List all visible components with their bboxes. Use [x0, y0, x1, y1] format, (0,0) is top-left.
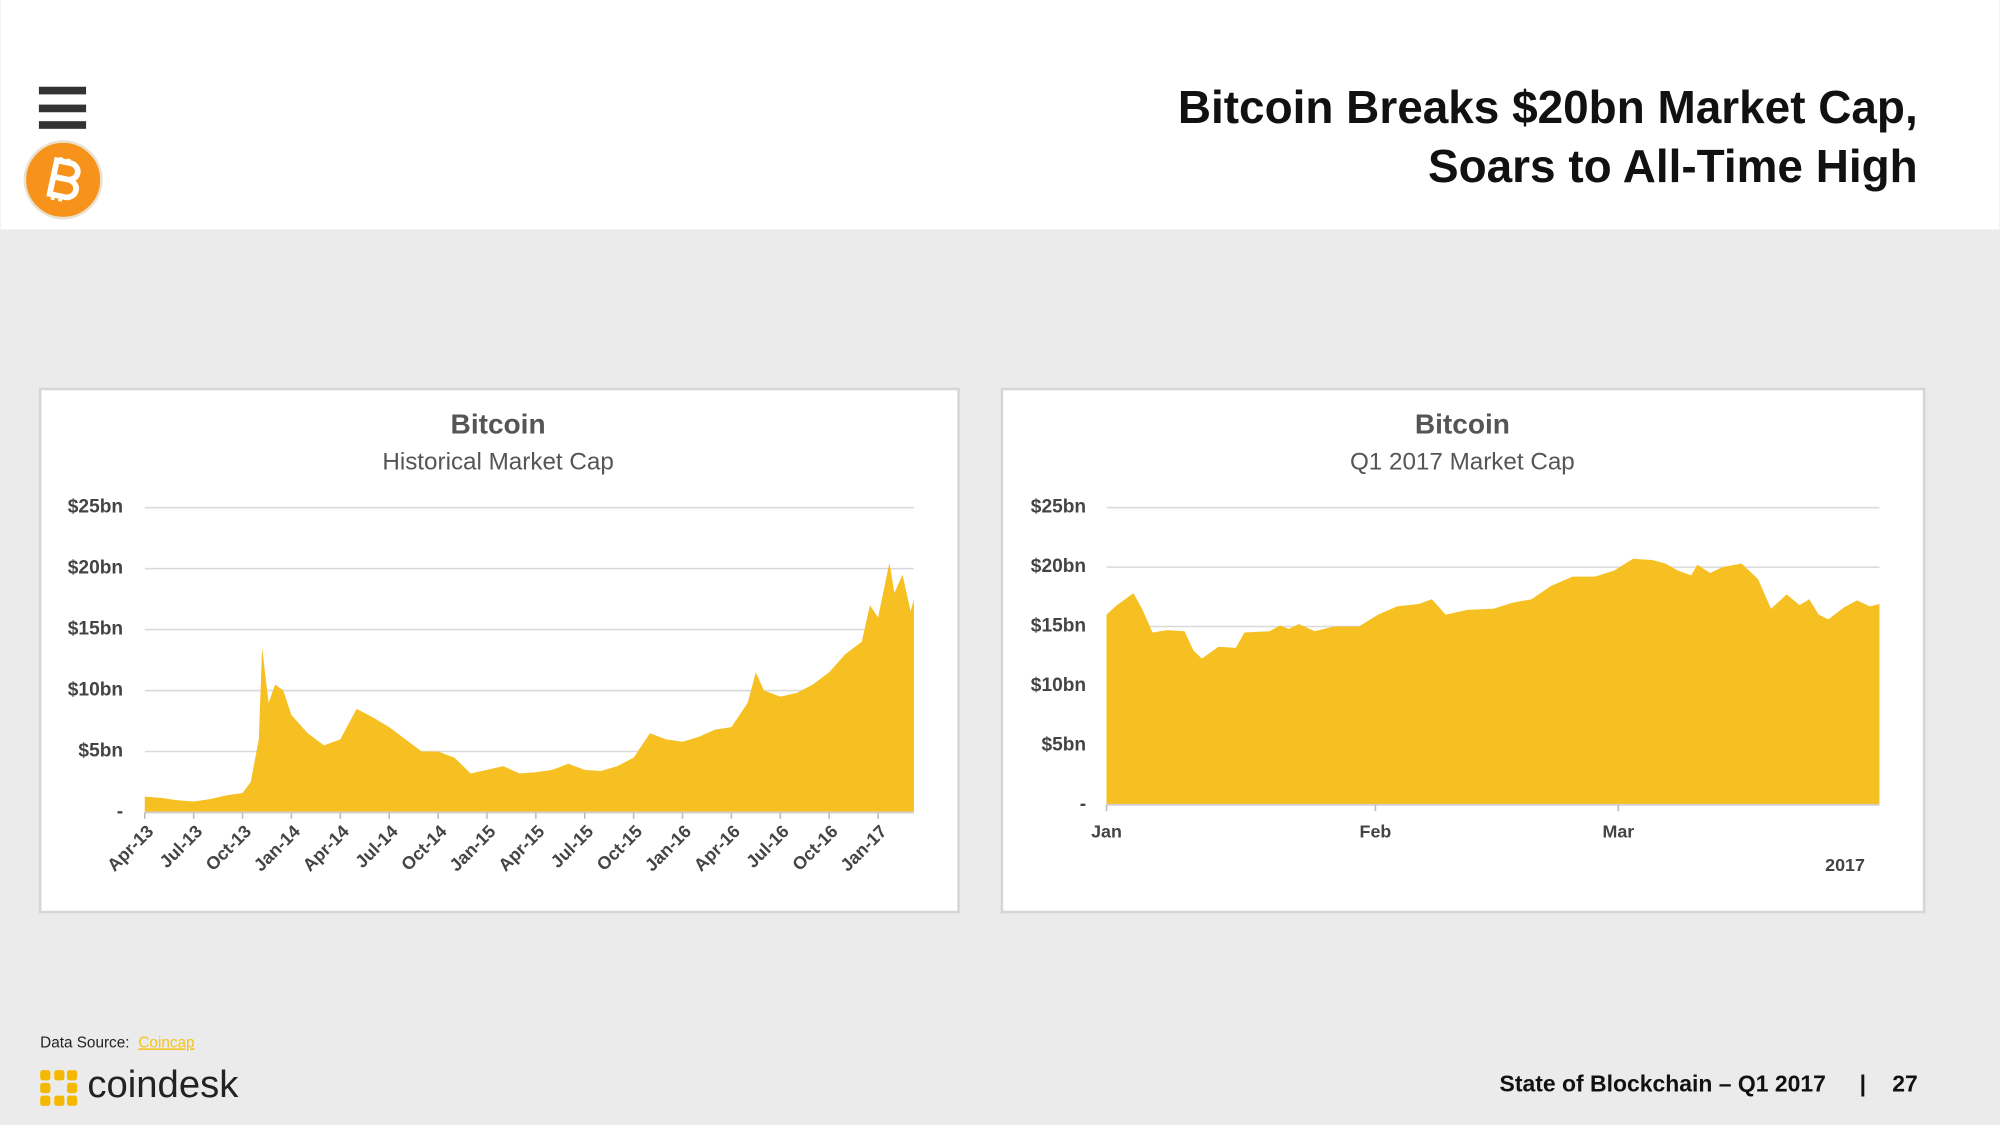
y-tick-label: $15bn — [1031, 616, 1086, 637]
report-name: State of Blockchain – Q1 2017 — [1500, 1071, 1826, 1097]
area — [1106, 558, 1880, 805]
chart-subtitle: Q1 2017 Market Cap — [1350, 448, 1575, 475]
x-tick-label: Mar — [1602, 822, 1634, 842]
bitcoin-logo — [23, 140, 103, 220]
slide-title: Bitcoin Breaks $20bn Market Cap, — [1178, 81, 1918, 133]
chart-panel — [38, 387, 960, 914]
header-band — [0, 0, 2000, 230]
y-tick-label: $25bn — [1031, 497, 1086, 518]
y-tick-label: $5bn — [78, 741, 123, 762]
x-axis-label: 2017 — [1825, 855, 1865, 875]
x-tick-label: Feb — [1360, 822, 1392, 842]
x-tick-label: Jan — [1091, 822, 1122, 842]
area — [144, 562, 914, 813]
coindesk-icon — [40, 1070, 78, 1106]
y-tick-label: $25bn — [68, 497, 123, 518]
chart-subtitle: Historical Market Cap — [382, 448, 614, 475]
chart-title: Bitcoin — [451, 408, 546, 439]
y-tick-label: $10bn — [1031, 675, 1086, 696]
y-tick-label: - — [117, 802, 123, 823]
y-tick-label: - — [1080, 794, 1086, 815]
menu-icon[interactable] — [38, 86, 87, 129]
slide-title: Soars to All-Time High — [1428, 140, 1918, 192]
y-tick-label: $20bn — [68, 558, 123, 579]
brand: coindesk — [87, 1063, 239, 1106]
y-tick-label: $15bn — [68, 619, 123, 640]
chart-title: Bitcoin — [1415, 408, 1510, 439]
y-tick-label: $5bn — [1041, 734, 1086, 755]
separator: | — [1860, 1071, 1866, 1097]
y-tick-label: $10bn — [68, 680, 123, 701]
y-tick-label: $20bn — [1031, 556, 1086, 577]
page-number: 27 — [1892, 1071, 1918, 1097]
source-label: Data Source: — [40, 1034, 129, 1051]
source-link[interactable]: Coincap — [138, 1034, 194, 1051]
